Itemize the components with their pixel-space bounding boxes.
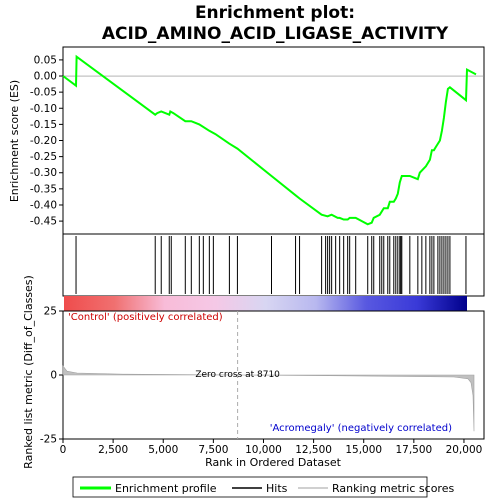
es-y-tick-label: -0.25 bbox=[30, 151, 57, 163]
metric-panel: 250-25 0 2,500 5,000 7,500 10,000 12,500 15,00… bbox=[22, 275, 485, 469]
metric-y-axis-label: Ranked list metric (Diff_of_Classes) bbox=[22, 275, 35, 469]
metric-x-tick-label: 2,500 bbox=[98, 444, 128, 456]
metric-x-tick-label: 12,500 bbox=[295, 444, 332, 456]
legend-enrichment-label: Enrichment profile bbox=[115, 482, 217, 495]
chart-title-line2: ACID_AMINO_ACID_LIGASE_ACTIVITY bbox=[102, 24, 449, 44]
es-y-tick-label: -0.10 bbox=[30, 103, 57, 115]
es-y-ticks: 0.05 0.00 -0.05 -0.10 -0.15 -0.20 -0.25 -0.30 -0… bbox=[30, 54, 63, 228]
es-y-tick-label: -0.15 bbox=[30, 119, 57, 131]
metric-x-tick-label: 17,500 bbox=[395, 444, 432, 456]
metric-y-tick-label: -25 bbox=[40, 434, 57, 446]
es-y-tick-label: -0.40 bbox=[30, 199, 57, 211]
hits-panel-frame bbox=[62, 233, 485, 297]
es-y-tick-label: 0.00 bbox=[34, 71, 57, 83]
metric-x-ticks: 0 2,500 5,000 7,500 10,000 12,500 15,000 17,500… bbox=[60, 439, 483, 456]
legend-box bbox=[72, 476, 428, 498]
hit-lines bbox=[75, 236, 467, 294]
es-y-tick-label: -0.35 bbox=[30, 183, 57, 195]
metric-x-axis-label: Rank in Ordered Dataset bbox=[205, 456, 342, 469]
rank-colorbar bbox=[64, 296, 467, 311]
metric-x-tick-label: 15,000 bbox=[345, 444, 382, 456]
metric-x-tick-label: 0 bbox=[60, 444, 67, 456]
hits-panel bbox=[62, 233, 485, 311]
es-y-tick-label: -0.45 bbox=[30, 216, 57, 228]
negative-class-label: 'Acromegaly' (negatively correlated) bbox=[270, 423, 452, 434]
enrichment-profile-line bbox=[62, 54, 477, 226]
es-y-axis-label: Enrichment score (ES) bbox=[8, 80, 21, 202]
es-panel: 0.05 0.00 -0.05 -0.10 -0.15 -0.20 -0.25 -0.30 -0… bbox=[8, 46, 485, 235]
zero-cross-label: Zero cross at 8710 bbox=[195, 370, 280, 380]
metric-y-ticks: 25 0 -25 bbox=[40, 306, 63, 446]
es-y-tick-label: 0.05 bbox=[34, 54, 57, 66]
es-y-tick-label: -0.05 bbox=[30, 87, 57, 99]
es-y-tick-label: -0.30 bbox=[30, 167, 57, 179]
metric-x-tick-label: 10,000 bbox=[245, 444, 282, 456]
legend-metric-label: Ranking metric scores bbox=[332, 482, 454, 495]
metric-x-tick-label: 5,000 bbox=[148, 444, 178, 456]
es-y-tick-label: -0.20 bbox=[30, 135, 57, 147]
ranking-metric-area bbox=[62, 365, 475, 432]
es-panel-frame bbox=[62, 46, 485, 235]
legend: Enrichment profile Hits Ranking metric s… bbox=[72, 476, 454, 498]
metric-y-tick-label: 25 bbox=[44, 306, 57, 318]
metric-x-tick-label: 20,000 bbox=[446, 444, 483, 456]
positive-class-label: 'Control' (positively correlated) bbox=[68, 312, 223, 323]
chart-title-line1: Enrichment plot: bbox=[195, 3, 355, 23]
metric-y-tick-label: 0 bbox=[50, 370, 57, 382]
legend-hits-label: Hits bbox=[266, 482, 288, 495]
metric-x-tick-label: 7,500 bbox=[198, 444, 228, 456]
